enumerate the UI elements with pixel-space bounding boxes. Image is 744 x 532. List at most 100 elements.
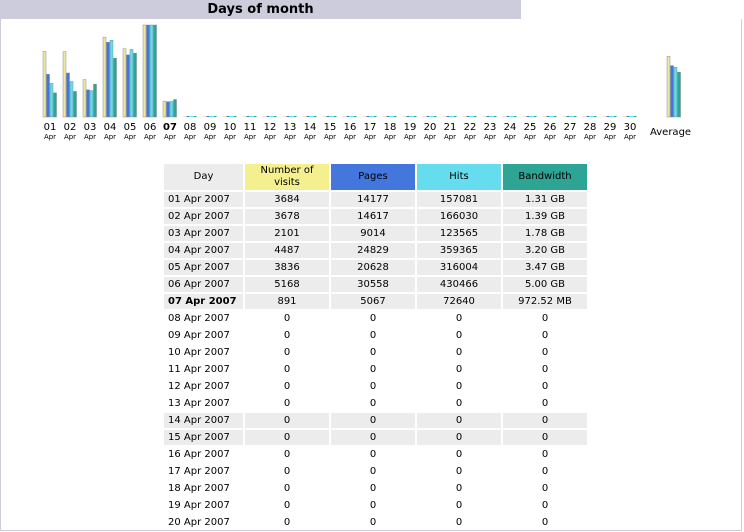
bar-day-22-series-0 (463, 116, 466, 117)
cell-visits: 3684 (245, 192, 329, 207)
day-number: 22 (463, 122, 477, 133)
bar-day-03-series-3 (93, 84, 97, 118)
bar-day-30-series-0 (623, 116, 626, 117)
bar-day-10-series-1 (226, 116, 230, 117)
cell-day: 15 Apr 2007 (164, 430, 243, 445)
day-label: 15 Apr (320, 122, 340, 141)
cell-visits: 0 (283, 398, 291, 409)
bar-day-14-series-3 (313, 116, 317, 117)
bar-average-series-1 (670, 65, 674, 118)
table-row: 01 Apr 2007 3684 14177 157081 1.31 GB (164, 192, 587, 207)
cell-visits: 0 (283, 483, 291, 494)
bar-day-26-series-0 (543, 116, 546, 117)
table-row: 09 Apr 2007 0 0 0 0 (164, 328, 587, 343)
bar-day-06-series-3 (153, 24, 157, 118)
cell-bandwidth: 0 (541, 347, 549, 358)
day-number: 16 (343, 122, 357, 133)
bar-day-20-series-3 (433, 116, 437, 117)
cell-pages: 0 (369, 483, 377, 494)
day-number: 18 (383, 122, 397, 133)
day-number: 26 (543, 122, 557, 133)
month-label: Apr (343, 133, 357, 141)
cell-day: 09 Apr 2007 (168, 330, 230, 341)
table-row: 15 Apr 2007 0 0 0 0 (164, 430, 587, 445)
table-row: 05 Apr 2007 3836 20628 316004 3.47 GB (164, 260, 587, 275)
month-label: Apr (263, 133, 277, 141)
cell-hits: 0 (455, 364, 463, 375)
cell-visits: 0 (283, 449, 291, 460)
cell-visits: 5168 (245, 277, 329, 292)
month-label: Apr (603, 133, 617, 141)
bar-day-08-series-2 (190, 116, 193, 117)
day-label: 03 Apr (80, 122, 100, 141)
cell-pages: 0 (369, 517, 377, 528)
cell-bandwidth: 0 (541, 313, 549, 324)
bar-day-21-series-1 (446, 116, 450, 117)
month-label: Apr (623, 133, 637, 141)
cell-day: 20 Apr 2007 (168, 517, 230, 528)
month-label: Apr (463, 133, 477, 141)
cell-bandwidth: 3.47 GB (503, 260, 587, 275)
day-label: 02 Apr (60, 122, 80, 141)
day-label: 23 Apr (480, 122, 500, 141)
bar-day-17-series-0 (363, 116, 366, 117)
cell-day: 04 Apr 2007 (164, 243, 243, 258)
cell-hits: 0 (455, 500, 463, 511)
cell-pages: 0 (369, 347, 377, 358)
cell-visits: 0 (283, 466, 291, 477)
bar-day-09-series-1 (206, 116, 210, 117)
bar-day-07-series-1 (166, 101, 170, 118)
bar-day-30-series-1 (626, 116, 630, 117)
cell-pages: 0 (369, 466, 377, 477)
bar-day-16-series-3 (353, 116, 357, 117)
month-label: Apr (443, 133, 457, 141)
cell-hits: 0 (455, 483, 463, 494)
bar-day-20-series-0 (423, 116, 426, 117)
cell-day: 01 Apr 2007 (164, 192, 243, 207)
days-bar-chart (42, 24, 681, 118)
cell-hits: 0 (455, 466, 463, 477)
month-label: Apr (303, 133, 317, 141)
bar-day-21-series-3 (453, 116, 457, 117)
cell-bandwidth: 3.20 GB (503, 243, 587, 258)
bar-day-13-series-1 (286, 116, 290, 117)
day-number: 21 (443, 122, 457, 133)
day-number: 03 (83, 122, 97, 133)
cell-hits: 72640 (417, 294, 501, 309)
day-number: 10 (223, 122, 237, 133)
cell-hits: 0 (455, 330, 463, 341)
day-number: 28 (583, 122, 597, 133)
cell-bandwidth: 1.78 GB (503, 226, 587, 241)
table-row: 16 Apr 2007 0 0 0 0 (164, 447, 587, 462)
bar-day-07-series-3 (173, 99, 177, 118)
header-visits: Number of visits (245, 164, 329, 190)
cell-visits: 0 (283, 313, 291, 324)
day-label: 13 Apr (280, 122, 300, 141)
day-number: 29 (603, 122, 617, 133)
month-label: Apr (143, 133, 157, 141)
bar-day-19-series-1 (406, 116, 410, 117)
cell-hits: 0 (455, 449, 463, 460)
cell-visits: 4487 (245, 243, 329, 258)
bar-day-10-series-3 (233, 116, 237, 117)
cell-visits: 0 (283, 381, 291, 392)
bar-day-12-series-0 (263, 116, 266, 117)
bar-day-05-series-0 (122, 48, 127, 118)
average-label: Average (650, 127, 692, 138)
bar-day-03-series-0 (82, 79, 87, 118)
bar-day-20-series-1 (426, 116, 430, 117)
bar-day-24-series-0 (503, 116, 506, 117)
bar-day-11-series-0 (243, 116, 246, 117)
cell-day: 13 Apr 2007 (168, 398, 230, 409)
bar-day-26-series-2 (550, 116, 553, 117)
bar-day-21-series-0 (443, 116, 446, 117)
cell-bandwidth: 1.39 GB (503, 209, 587, 224)
cell-day: 17 Apr 2007 (168, 466, 230, 477)
bar-day-09-series-3 (213, 116, 217, 117)
cell-hits: 0 (455, 313, 463, 324)
bar-day-06-series-0 (142, 24, 147, 118)
bar-day-13-series-2 (290, 116, 293, 117)
cell-visits: 3836 (245, 260, 329, 275)
cell-pages: 9014 (331, 226, 415, 241)
day-label: 28 Apr (580, 122, 600, 141)
